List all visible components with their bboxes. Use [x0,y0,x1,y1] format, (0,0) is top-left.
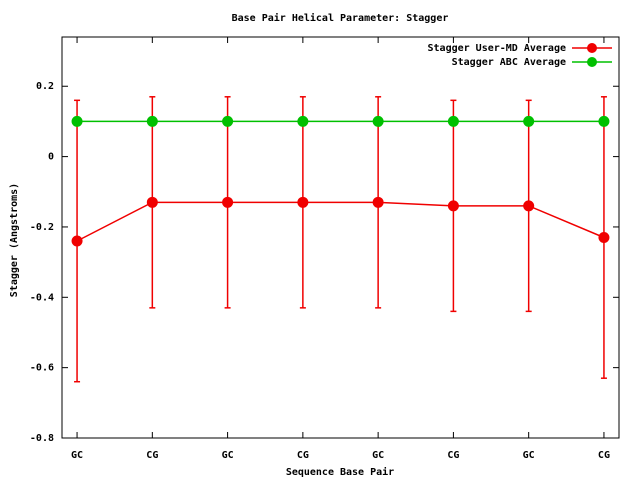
point [523,115,535,127]
legend-marker [587,43,597,53]
point [372,196,384,208]
x-tick-label: GC [372,450,384,461]
x-tick-label: CG [146,450,158,461]
point [372,115,384,127]
x-tick-label: GC [71,450,83,461]
y-tick-label: -0.4 [30,292,54,303]
point [598,232,610,243]
point [146,115,158,127]
y-tick-label: -0.6 [30,363,54,374]
point [222,196,234,208]
y-tick-label: -0.2 [30,222,54,233]
legend-marker [587,57,597,67]
y-tick-label: 0.2 [36,81,54,92]
point [598,115,610,127]
legend-label: Stagger ABC Average [452,57,566,68]
point [523,200,535,212]
point [447,115,459,127]
point [146,196,158,208]
point [297,196,309,208]
point [71,115,83,127]
y-tick-label: -0.8 [30,433,54,444]
series-line [76,201,605,242]
x-tick-label: CG [447,450,459,461]
x-tick-label: CG [598,450,610,461]
x-tick-label: GC [222,450,234,461]
chart-title: Base Pair Helical Parameter: Stagger [232,12,449,24]
x-tick-label: GC [523,450,535,461]
y-tick-label: 0 [48,152,54,163]
x-axis-label: Sequence Base Pair [286,466,394,478]
point [297,115,309,127]
x-tick-label: CG [297,450,309,461]
point [447,200,459,212]
legend-label: Stagger User-MD Average [428,43,566,54]
plot-frame [61,36,620,439]
point [71,235,83,247]
y-axis-label: Stagger (Angstroms) [9,183,20,297]
point [222,115,234,127]
